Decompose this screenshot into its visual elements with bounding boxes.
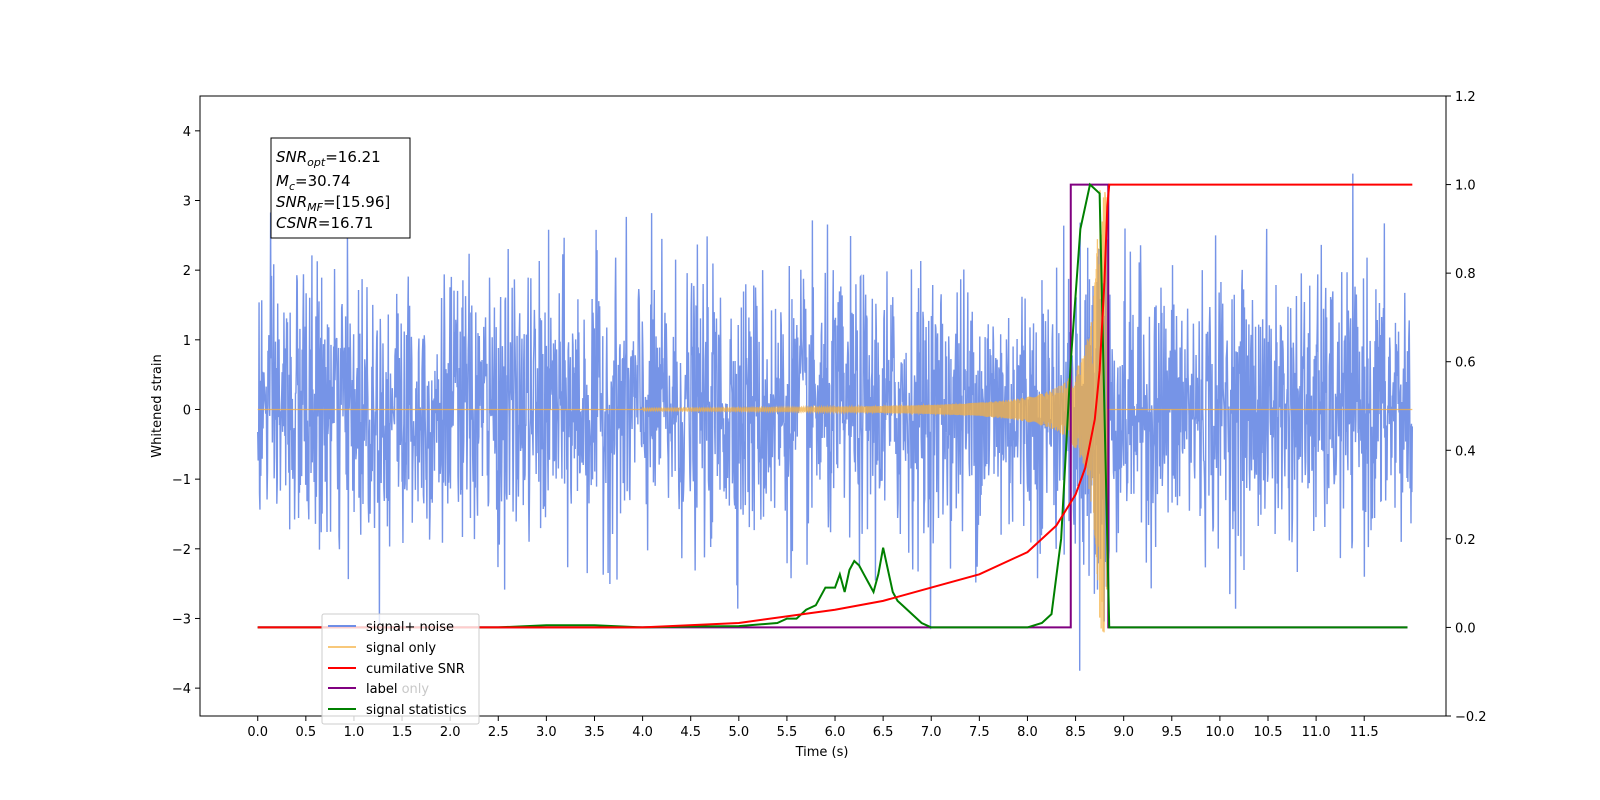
x-axis-label: Time (s): [795, 745, 849, 760]
legend-label-signal-noise: signal+ noise: [366, 620, 454, 635]
x-tick-label: 7.5: [969, 725, 990, 740]
y2-tick-label: 0.2: [1455, 533, 1476, 548]
x-tick-label: 3.0: [536, 725, 557, 740]
y2-tick-label: 0.8: [1455, 267, 1476, 282]
legend-label-signal-statistics: signal statistics: [366, 703, 467, 718]
x-tick-label: 2.0: [440, 725, 461, 740]
y-tick-label: −1: [172, 473, 191, 488]
plot-frame: [199, 95, 1447, 717]
y-tick-label: 3: [183, 194, 191, 209]
x-tick-label: 6.0: [825, 725, 846, 740]
x-tick-label: 0.0: [247, 725, 268, 740]
y-tick-label: −4: [172, 682, 191, 697]
stat-snr-mf: SNRMF=[15.96]: [276, 193, 390, 214]
x-tick-label: 2.5: [488, 725, 509, 740]
y-axis-right: 1.2 1.0 0.8 0.6 0.4 0.2 0.0 −0.2: [1446, 90, 1487, 725]
y-axis-label: Whitened strain: [150, 354, 165, 457]
stats-box-frame: [270, 137, 411, 239]
stats-annotation-box: SNRopt=16.21 Mc=30.74 SNRMF=[15.96] CSNR…: [270, 137, 411, 239]
x-axis: 0.0 0.5 1.0 1.5 2.0 2.5 3.0 3.5 4.0 4.5 5.0 5.5 6.0 6…: [247, 716, 1379, 740]
stat-csnr: CSNR=16.71: [276, 214, 373, 232]
series-signal-noise: [257, 173, 1414, 671]
series-layer: [257, 173, 1414, 671]
legend-frame: [321, 613, 480, 725]
legend: label only signal+ noise signal only cum…: [321, 613, 480, 725]
y-tick-label: 2: [183, 264, 191, 279]
legend-label-signal-only: signal only: [366, 641, 436, 656]
x-tick-label: 10.5: [1254, 725, 1283, 740]
y-tick-label: −2: [172, 543, 191, 558]
y2-tick-label: 1.2: [1455, 90, 1476, 105]
x-tick-label: 11.0: [1302, 725, 1331, 740]
x-tick-label: 4.5: [680, 725, 701, 740]
x-tick-label: 11.5: [1350, 725, 1379, 740]
y-tick-label: 1: [183, 334, 191, 349]
y2-tick-label: 0.4: [1455, 444, 1476, 459]
legend-label-cumilative-snr: cumilative SNR: [366, 662, 465, 677]
stat-snr-opt: SNRopt=16.21: [276, 148, 381, 169]
series-cumilative-snr: [257, 183, 1413, 629]
y-tick-label: 4: [183, 125, 191, 140]
x-tick-label: 5.5: [777, 725, 798, 740]
x-tick-label: 4.0: [632, 725, 653, 740]
y-tick-label: 0: [183, 403, 191, 418]
series-signal-statistics: [257, 182, 1408, 629]
y-tick-label: −3: [172, 612, 191, 627]
y-axis-left: 4 3 2 1 0 −1 −2 −3 −4: [172, 125, 200, 697]
legend-ghost-label: label only: [366, 682, 429, 697]
x-tick-label: 7.0: [921, 725, 942, 740]
x-tick-label: 8.0: [1017, 725, 1038, 740]
x-tick-label: 9.5: [1161, 725, 1182, 740]
x-tick-label: 1.0: [344, 725, 365, 740]
series-signal-only: [257, 190, 1413, 633]
y2-tick-label: 1.0: [1455, 179, 1476, 194]
y2-tick-label: 0.6: [1455, 356, 1476, 371]
y2-tick-label: 0.0: [1455, 621, 1476, 636]
x-tick-label: 0.5: [295, 725, 316, 740]
x-tick-label: 5.0: [728, 725, 749, 740]
x-tick-label: 8.5: [1065, 725, 1086, 740]
x-tick-label: 9.0: [1113, 725, 1134, 740]
x-tick-label: 10.0: [1205, 725, 1234, 740]
stat-mc: Mc=30.74: [276, 172, 351, 193]
y2-tick-label: −0.2: [1455, 710, 1487, 725]
x-tick-label: 6.5: [873, 725, 894, 740]
x-tick-label: 3.5: [584, 725, 605, 740]
x-tick-label: 1.5: [392, 725, 413, 740]
legend-label-label: label: [366, 682, 397, 697]
